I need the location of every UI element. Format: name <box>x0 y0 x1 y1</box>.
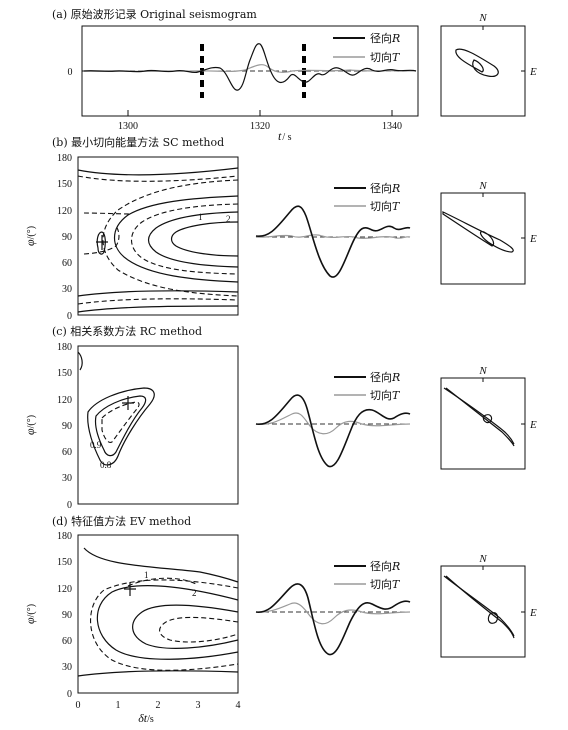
svg-text:30: 30 <box>62 473 72 484</box>
panel-c-title: (c) 相关系数方法 RC method <box>52 324 202 338</box>
svg-text:150: 150 <box>57 179 72 190</box>
svg-text:0: 0 <box>67 689 72 700</box>
panel-b-contour-label-2: 2 <box>226 214 231 224</box>
svg-text:60: 60 <box>62 258 72 269</box>
svg-text:N: N <box>478 180 487 192</box>
panel-a-ytick-0: 0 <box>68 67 73 78</box>
panel-a-particle-motion: N E <box>440 12 537 117</box>
panel-d-legend: 径向R 切向T <box>334 559 401 591</box>
svg-text:E: E <box>529 233 537 245</box>
svg-text:切向T: 切向T <box>370 388 401 402</box>
panel-d-waveform: 径向R 切向T <box>255 559 411 656</box>
panel-d-xlabel: δt/s <box>138 711 154 725</box>
svg-text:3: 3 <box>196 700 201 711</box>
svg-text:E: E <box>529 419 537 431</box>
svg-text:30: 30 <box>62 284 72 295</box>
svg-text:90: 90 <box>62 421 72 432</box>
svg-text:径向R: 径向R <box>370 559 400 573</box>
panel-c-legend: 径向R 切向T <box>334 370 401 402</box>
svg-text:180: 180 <box>57 342 72 353</box>
panel-b-contour: 180 150 120 90 60 30 0 φ/(°) 1 2 <box>23 153 239 322</box>
radial-trace-a <box>83 43 417 91</box>
panel-d-contour: 180 150 120 90 60 30 0 0 1 2 3 4 φ/(°) δ… <box>23 531 241 725</box>
panel-c-contour-label-09: 0.9 <box>90 440 102 450</box>
svg-text:30: 30 <box>62 662 72 673</box>
panel-a-legend: 径向R 切向T <box>333 31 401 64</box>
panel-a-xlabel: t/ s <box>278 129 292 143</box>
svg-text:切向T: 切向T <box>370 577 401 591</box>
svg-text:120: 120 <box>57 395 72 406</box>
panel-b-waveform: 径向R 切向T <box>255 181 411 278</box>
svg-text:1: 1 <box>116 700 121 711</box>
svg-text:2: 2 <box>156 700 161 711</box>
svg-text:180: 180 <box>57 153 72 164</box>
panel-d-contour-label-1: 1 <box>144 570 149 580</box>
panel-b-ylabel: φ/(°) <box>23 226 37 246</box>
svg-text:0: 0 <box>67 311 72 322</box>
svg-text:60: 60 <box>62 636 72 647</box>
panel-c-contour-label-08: 0.8 <box>100 460 112 470</box>
legend-a-transverse: 切向T <box>370 50 401 64</box>
panel-d-ylabel: φ/(°) <box>23 604 37 624</box>
svg-text:150: 150 <box>57 368 72 379</box>
svg-text:径向R: 径向R <box>370 370 400 384</box>
svg-text:0: 0 <box>76 700 81 711</box>
svg-text:90: 90 <box>62 232 72 243</box>
panel-d-contour-label-2: 2 <box>192 588 197 598</box>
svg-text:120: 120 <box>57 206 72 217</box>
panel-a-xtick-1340: 1340 <box>382 121 402 132</box>
svg-text:4: 4 <box>236 700 241 711</box>
panel-a-xtick-1320: 1320 <box>250 121 270 132</box>
panel-b-legend: 径向R 切向T <box>334 181 401 213</box>
svg-text:180: 180 <box>57 531 72 542</box>
panel-b-yticks: 180 150 120 90 60 30 0 <box>57 153 72 322</box>
panel-c-contour: 180 150 120 90 60 30 0 φ/(°) 0.9 0.8 <box>23 342 239 511</box>
svg-text:120: 120 <box>57 584 72 595</box>
panel-b-title: (b) 最小切向能量方法 SC method <box>52 135 224 149</box>
panel-a-seismogram: 1300 1320 1340 0 t/ s 径向R 切向T <box>68 25 419 143</box>
panel-c-ylabel: φ/(°) <box>23 415 37 435</box>
panel-d-particle-motion: N E <box>440 553 537 658</box>
svg-text:150: 150 <box>57 557 72 568</box>
panel-b-contour-label-1: 1 <box>198 212 203 222</box>
svg-text:切向T: 切向T <box>370 199 401 213</box>
panel-a-north-label: N <box>478 12 487 24</box>
panel-c-yticks: 180 150 120 90 60 30 0 <box>57 342 72 511</box>
svg-text:径向R: 径向R <box>370 181 400 195</box>
svg-text:90: 90 <box>62 610 72 621</box>
panel-d-yticks: 180 150 120 90 60 30 0 <box>57 531 72 700</box>
panel-a-xtick-1300: 1300 <box>118 121 138 132</box>
panel-d-xticks: 0 1 2 3 4 <box>76 700 241 711</box>
legend-a-radial: 径向R <box>370 31 400 45</box>
panel-b-particle-motion: N E <box>440 180 537 285</box>
svg-text:60: 60 <box>62 447 72 458</box>
panel-a-title: (a) 原始波形记录 Original seismogram <box>52 7 257 21</box>
svg-text:0: 0 <box>67 500 72 511</box>
svg-text:N: N <box>478 365 487 377</box>
panel-a-east-label: E <box>529 66 537 78</box>
svg-text:N: N <box>478 553 487 565</box>
panel-d-title: (d) 特征值方法 EV method <box>52 514 191 528</box>
panel-a-ticks <box>82 70 393 116</box>
panel-c-waveform: 径向R 切向T <box>255 370 411 468</box>
svg-text:E: E <box>529 607 537 619</box>
panel-c-particle-motion: N E <box>440 365 537 470</box>
